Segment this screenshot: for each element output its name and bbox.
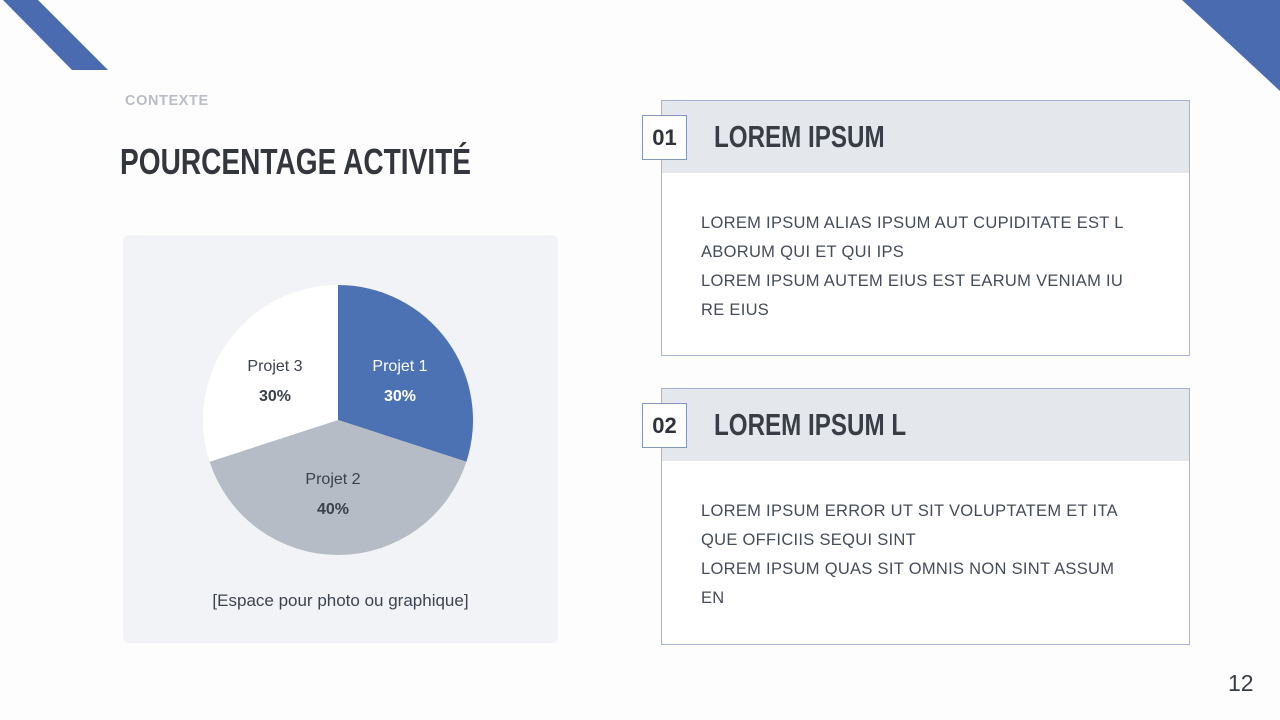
body-line: LOREM IPSUM AUTEM EIUS EST EARUM VENIAM … [701, 272, 1124, 290]
card-body: LOREM IPSUM ALIAS IPSUM AUT CUPIDITATE E… [662, 173, 1189, 325]
card-title: LOREM IPSUM L [714, 407, 907, 442]
info-card-02: 02 LOREM IPSUM L LOREM IPSUM ERROR UT SI… [642, 388, 1190, 645]
pie-chart-svg [202, 285, 474, 556]
section-eyebrow: CONTEXTE [125, 93, 209, 109]
pie-slice-projet-3 [202, 285, 338, 462]
body-line: QUE OFFICIIS SEQUI SINT [701, 531, 917, 549]
page-number: 12 [1228, 670, 1254, 696]
card-number-badge: 02 [642, 403, 687, 448]
body-line: EN [701, 589, 725, 607]
chart-panel: Projet 1 30% Projet 2 40% Projet 3 30% [… [123, 235, 558, 643]
pie-slice-projet-1 [338, 285, 474, 462]
card-header: LOREM IPSUM L [662, 389, 1189, 461]
page-title: POURCENTAGE ACTIVITÉ [120, 141, 472, 182]
panel-caption: [Espace pour photo ou graphique] [212, 591, 469, 610]
corner-accent-top-right [1182, 0, 1280, 91]
card-header: LOREM IPSUM [662, 101, 1189, 173]
card-number-badge: 01 [642, 115, 687, 160]
info-card-01: 01 LOREM IPSUM LOREM IPSUM ALIAS IPSUM A… [642, 100, 1190, 356]
pie-slice-projet-2 [209, 420, 467, 556]
body-line: LOREM IPSUM ALIAS IPSUM AUT CUPIDITATE E… [701, 214, 1124, 232]
body-line: LOREM IPSUM QUAS SIT OMNIS NON SINT ASSU… [701, 560, 1115, 578]
body-line: RE EIUS [701, 301, 770, 319]
pie-chart: Projet 1 30% Projet 2 40% Projet 3 30% [188, 270, 488, 570]
card-body: LOREM IPSUM ERROR UT SIT VOLUPTATEM ET I… [662, 461, 1189, 613]
corner-accent-top-left [3, 0, 108, 70]
card-title: LOREM IPSUM [714, 119, 885, 154]
body-line: LOREM IPSUM ERROR UT SIT VOLUPTATEM ET I… [701, 502, 1118, 520]
body-line: ABORUM QUI ET QUI IPS [701, 243, 905, 261]
